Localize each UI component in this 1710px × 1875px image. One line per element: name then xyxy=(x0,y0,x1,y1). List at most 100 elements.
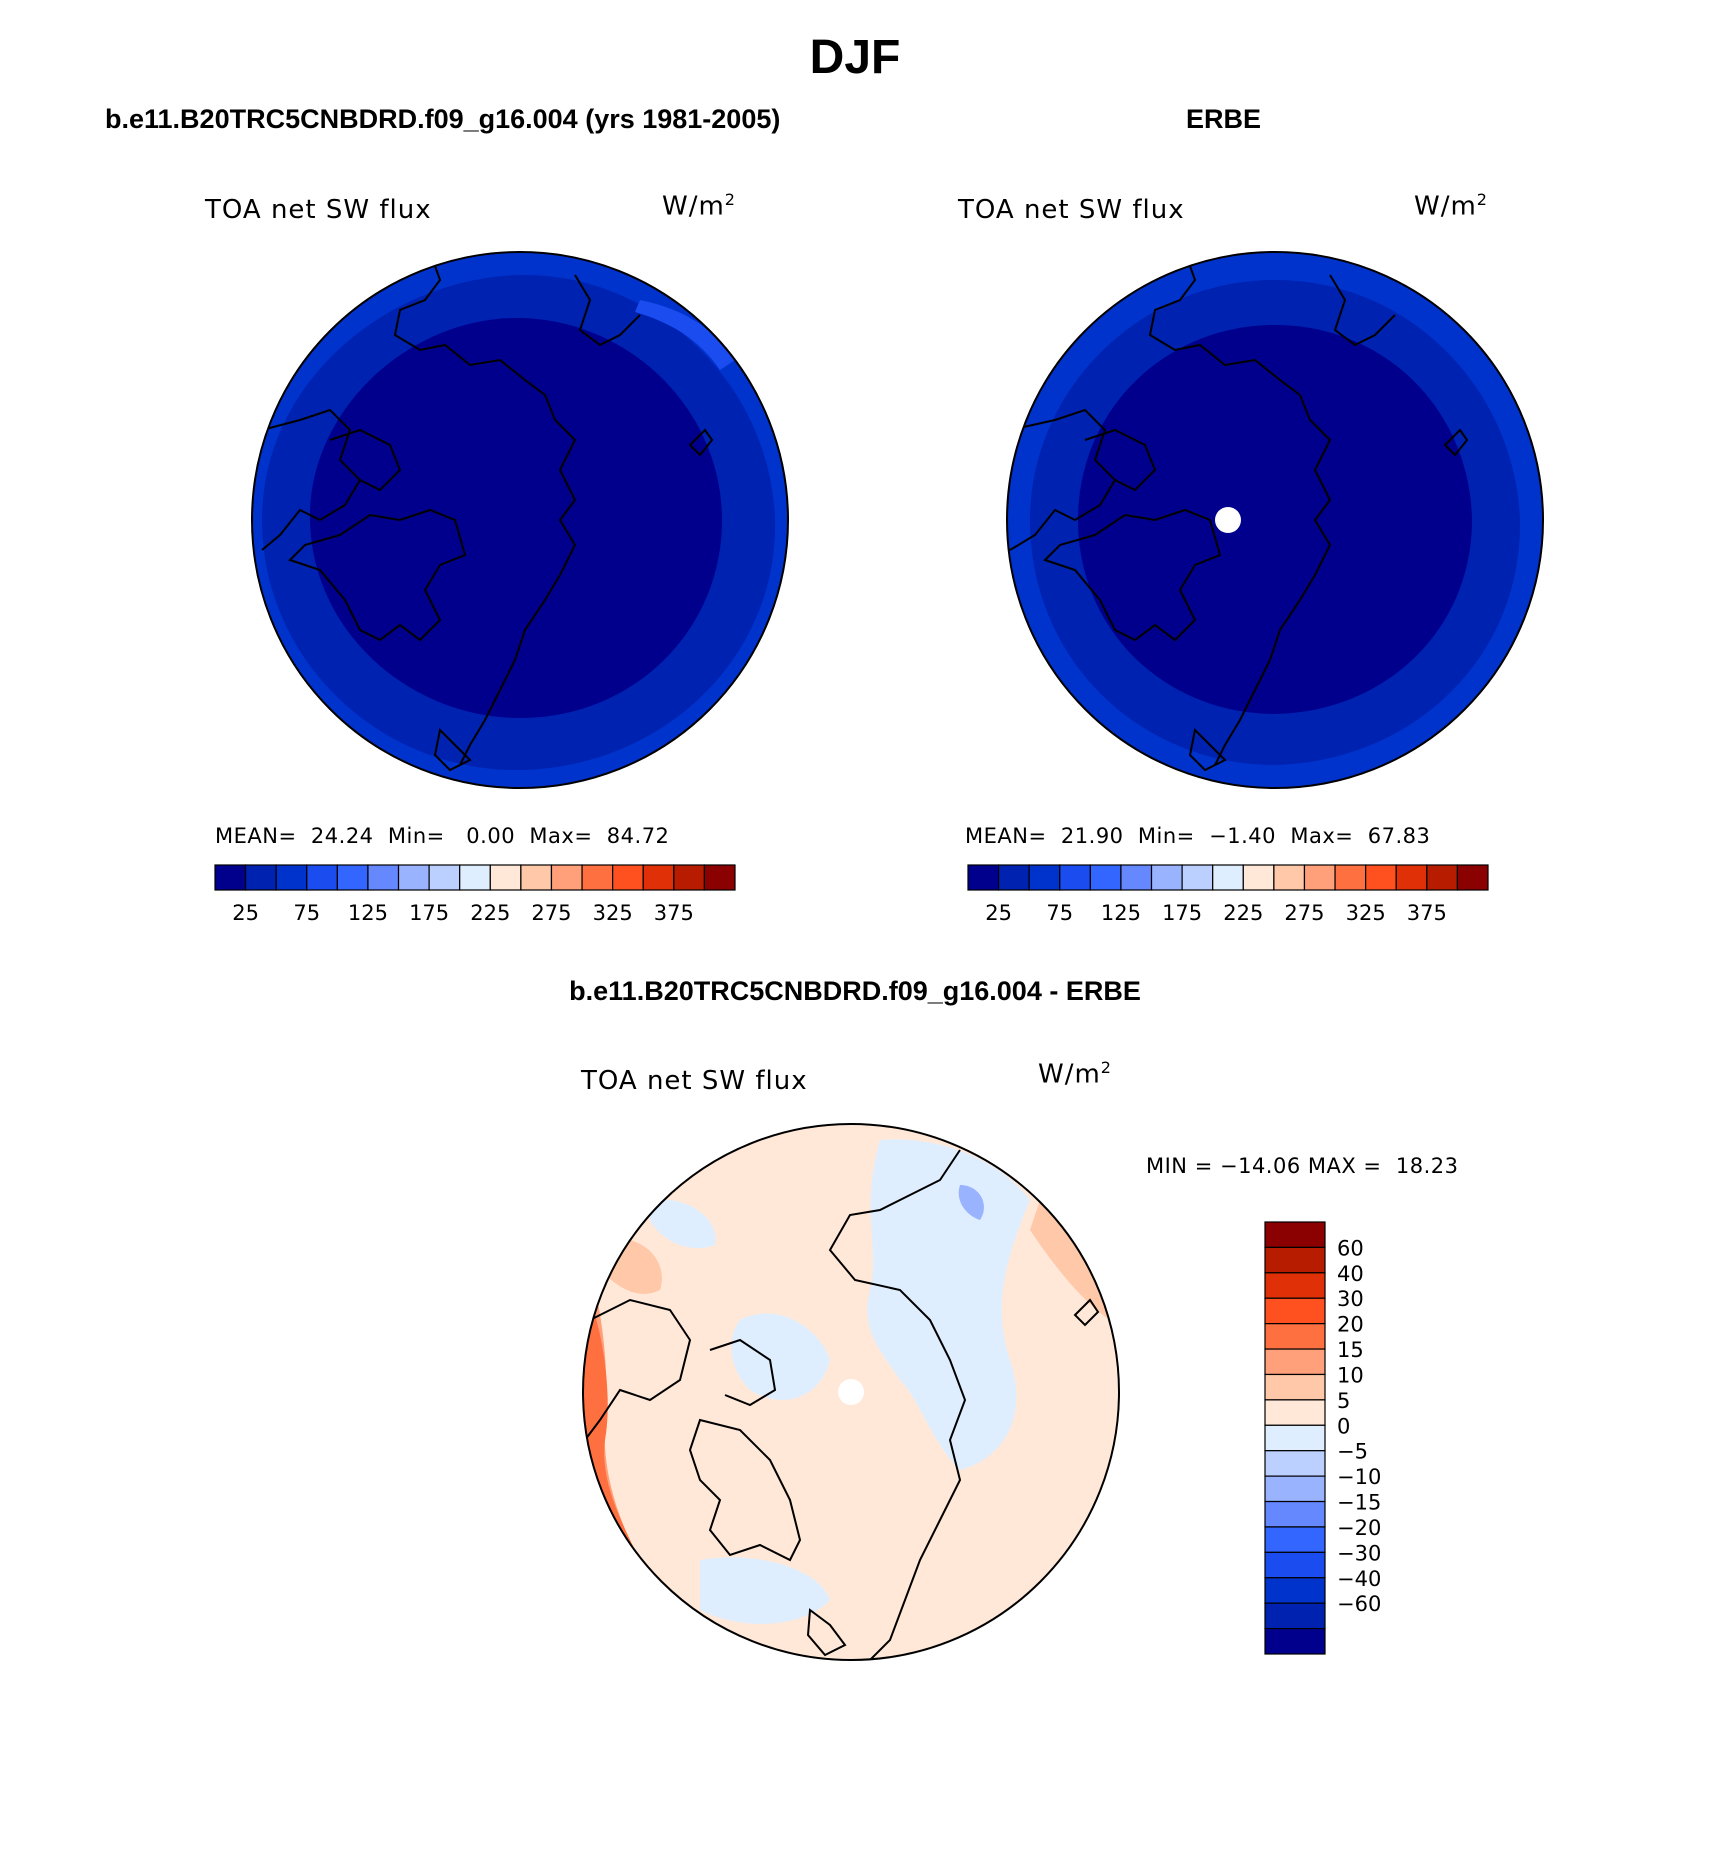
panel-3-coast-greenland xyxy=(688,1418,802,1562)
panel-1-inner-region xyxy=(309,317,722,718)
panel-3-colorbar-tick-label: −15 xyxy=(1337,1491,1381,1515)
panel-3-colorbar-box-4 xyxy=(1264,1323,1326,1350)
panel-1-colorbar-tick-label: 175 xyxy=(409,901,449,925)
panel-2-colorbar-box-4 xyxy=(1089,864,1122,891)
panel-3-colorbar-box-14 xyxy=(1264,1577,1326,1604)
panel-3-negative-region-c xyxy=(700,1557,830,1624)
panel-2-colorbar-tick-label: 175 xyxy=(1162,901,1202,925)
panel-3-colorbar-box-11 xyxy=(1264,1500,1326,1528)
figure-title: DJF xyxy=(809,31,901,84)
panel-2-stats: MEAN= 21.90 Min= −1.40 Max= 67.83 xyxy=(965,824,1431,848)
panel-3-stats: MIN = −14.06 MAX = 18.23 xyxy=(1146,1154,1459,1178)
panel-3-colorbar-tick-label: −40 xyxy=(1337,1567,1381,1591)
panel-1-colorbar-box-6 xyxy=(397,864,430,891)
panel-3-positive-patch-b xyxy=(1030,1200,1110,1320)
panel-1-colorbar-box-16 xyxy=(703,864,736,891)
panel-1-coast-greenland xyxy=(288,508,467,642)
panel-3-colorbar-box-9 xyxy=(1264,1450,1326,1477)
panel-2-colorbar-tick-label: 25 xyxy=(985,901,1012,925)
panel-1-colorbar-tick-label: 75 xyxy=(293,901,320,925)
panel-1-colorbar-box-13 xyxy=(612,864,644,891)
panel-2-colorbar-box-3 xyxy=(1059,864,1091,891)
panel-3-colorbar-tick-label: 40 xyxy=(1337,1262,1364,1286)
panel-3-negative-region-b xyxy=(731,1313,830,1400)
panel-1-colorbar-box-8 xyxy=(459,864,491,891)
panel-3-colorbar-box-6 xyxy=(1264,1373,1326,1401)
panel-1-colorbar-tick-label: 275 xyxy=(531,901,571,925)
panel-3-coast-britain xyxy=(806,1608,847,1657)
panel-3-colorbar-box-12 xyxy=(1264,1526,1326,1553)
panel-3-colorbar-box-5 xyxy=(1264,1348,1326,1376)
panel-1-variable-label: TOA net SW flux xyxy=(205,195,432,225)
panel-2-colorbar-box-7 xyxy=(1181,864,1214,891)
panel-2-units: W/m2 xyxy=(1414,190,1488,222)
panel-2-colorbar-tick-label: 125 xyxy=(1101,901,1141,925)
panel-2-colorbar-box-16 xyxy=(1456,864,1489,891)
panel-2-colorbar-box-10 xyxy=(1273,864,1306,891)
panel-2-variable-label: TOA net SW flux xyxy=(958,195,1185,225)
panel-2-colorbar-box-12 xyxy=(1334,864,1367,891)
panel-3-colorbar-box-0 xyxy=(1264,1221,1326,1249)
panel-3-colorbar-tick-label: 60 xyxy=(1337,1236,1364,1260)
panel-1-colorbar-box-11 xyxy=(550,864,583,891)
panel-3-colorbar-tick-label: −20 xyxy=(1337,1516,1381,1540)
panel-3-header: b.e11.B20TRC5CNBDRD.f09_g16.004 - ERBE xyxy=(569,976,1141,1006)
panel-1-colorbar-box-4 xyxy=(336,864,369,891)
panel-2-colorbar-box-13 xyxy=(1365,864,1397,891)
panel-1-colorbar-box-9 xyxy=(489,864,522,891)
panel-1-colorbar-tick-label: 25 xyxy=(232,901,259,925)
panel-2-coast-eurasia xyxy=(1148,252,1332,766)
panel-1-colorbar-box-10 xyxy=(520,864,553,891)
panel-2-colorbar-box-9 xyxy=(1242,864,1275,891)
panel-3-colorbar-tick-label: 5 xyxy=(1337,1389,1350,1413)
panel-1-units: W/m2 xyxy=(662,190,736,222)
panel-2-colorbar-box-8 xyxy=(1212,864,1244,891)
panel-3-colorbar-box-2 xyxy=(1264,1272,1326,1299)
panel-3-coast-northamerica xyxy=(584,1298,692,1441)
panel-1-colorbar-box-15 xyxy=(673,864,706,891)
panel-3-coastlines xyxy=(584,1149,1100,1660)
panel-2-colorbar-box-1 xyxy=(997,864,1030,891)
panel-2-colorbar-box-15 xyxy=(1426,864,1459,891)
panel-3-colorbar-tick-label: −5 xyxy=(1337,1440,1368,1464)
panel-2-colorbar-box-2 xyxy=(1028,864,1061,891)
panel-2-colorbar-box-0 xyxy=(967,864,1000,891)
panel-3-colorbar-box-8 xyxy=(1264,1424,1326,1452)
panel-2-coast-archipelago xyxy=(1084,428,1157,492)
panel-2-coast-greenland xyxy=(1043,508,1222,642)
panel-3-colorbar-box-10 xyxy=(1264,1475,1326,1503)
panel-1-colorbar-box-1 xyxy=(244,864,277,891)
panel-1-colorbar: 25 75 125 175 225 275 325 375 xyxy=(214,864,736,925)
panel-1-map-border xyxy=(251,251,789,789)
panel-3-colorbar-box-1 xyxy=(1264,1246,1326,1274)
panel-3-colorbar-tick-label: 30 xyxy=(1337,1287,1364,1311)
panel-2-colorbar-box-14 xyxy=(1395,864,1428,891)
panel-2-map xyxy=(1006,251,1544,789)
panel-2-colorbar-box-11 xyxy=(1303,864,1336,891)
panel-2-coast-britain xyxy=(1188,727,1227,772)
panel-1-header: b.e11.B20TRC5CNBDRD.f09_g16.004 (yrs 198… xyxy=(105,104,781,134)
panel-1-colorbar-box-7 xyxy=(428,864,461,891)
panel-1-coast-archipelago xyxy=(329,428,402,492)
panel-1-colorbar-box-14 xyxy=(642,864,675,891)
panel-3-coast-eurasia xyxy=(828,1149,967,1660)
panel-3-negative-region-e xyxy=(958,1185,984,1220)
panel-3-colorbar-box-15 xyxy=(1264,1602,1326,1630)
panel-3-map-border xyxy=(582,1123,1120,1661)
panel-1-map xyxy=(251,251,789,789)
panel-1-stats: MEAN= 24.24 Min= 0.00 Max= 84.72 xyxy=(215,824,670,848)
panel-3-colorbar-tick-label: 10 xyxy=(1337,1363,1364,1387)
panel-2-colorbar-tick-label: 225 xyxy=(1223,901,1263,925)
panel-2-inner-region xyxy=(1078,325,1472,714)
panel-3-colorbar-tick-label: −30 xyxy=(1337,1541,1381,1565)
panel-2-header: ERBE xyxy=(1186,104,1262,134)
panel-1-colorbar-tick-label: 225 xyxy=(470,901,510,925)
panel-1-coast-island xyxy=(688,428,714,457)
panel-1-coast-siberia xyxy=(574,274,641,347)
panel-1-coast-britain xyxy=(433,727,472,772)
panel-3-colorbar-tick-label: 0 xyxy=(1337,1414,1350,1438)
panel-3-negative-region-a xyxy=(867,1139,1030,1470)
panel-2-colorbar-box-5 xyxy=(1120,864,1153,891)
